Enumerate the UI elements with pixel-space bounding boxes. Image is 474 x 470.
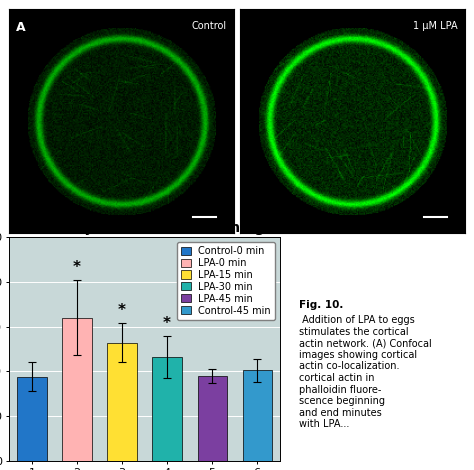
Text: *: * bbox=[73, 260, 81, 275]
Text: Addition of LPA to eggs
stimulates the cortical
actin network. (A) Confocal
imag: Addition of LPA to eggs stimulates the c… bbox=[300, 315, 432, 430]
Text: *: * bbox=[163, 316, 171, 331]
Bar bbox=[153, 357, 182, 461]
Bar bbox=[18, 376, 46, 461]
Text: Control: Control bbox=[192, 21, 227, 31]
Text: *: * bbox=[118, 303, 126, 318]
Text: A: A bbox=[16, 21, 26, 33]
Bar bbox=[198, 376, 227, 461]
Title: Intensity of Phalloidin staining: Intensity of Phalloidin staining bbox=[24, 221, 265, 235]
Text: Fig. 10.: Fig. 10. bbox=[300, 300, 344, 310]
Text: 1 μM LPA: 1 μM LPA bbox=[413, 21, 458, 31]
Legend: Control-0 min, LPA-0 min, LPA-15 min, LPA-30 min, LPA-45 min, Control-45 min: Control-0 min, LPA-0 min, LPA-15 min, LP… bbox=[177, 242, 275, 320]
Bar bbox=[108, 343, 137, 461]
Bar bbox=[243, 370, 272, 461]
Bar bbox=[63, 318, 91, 461]
